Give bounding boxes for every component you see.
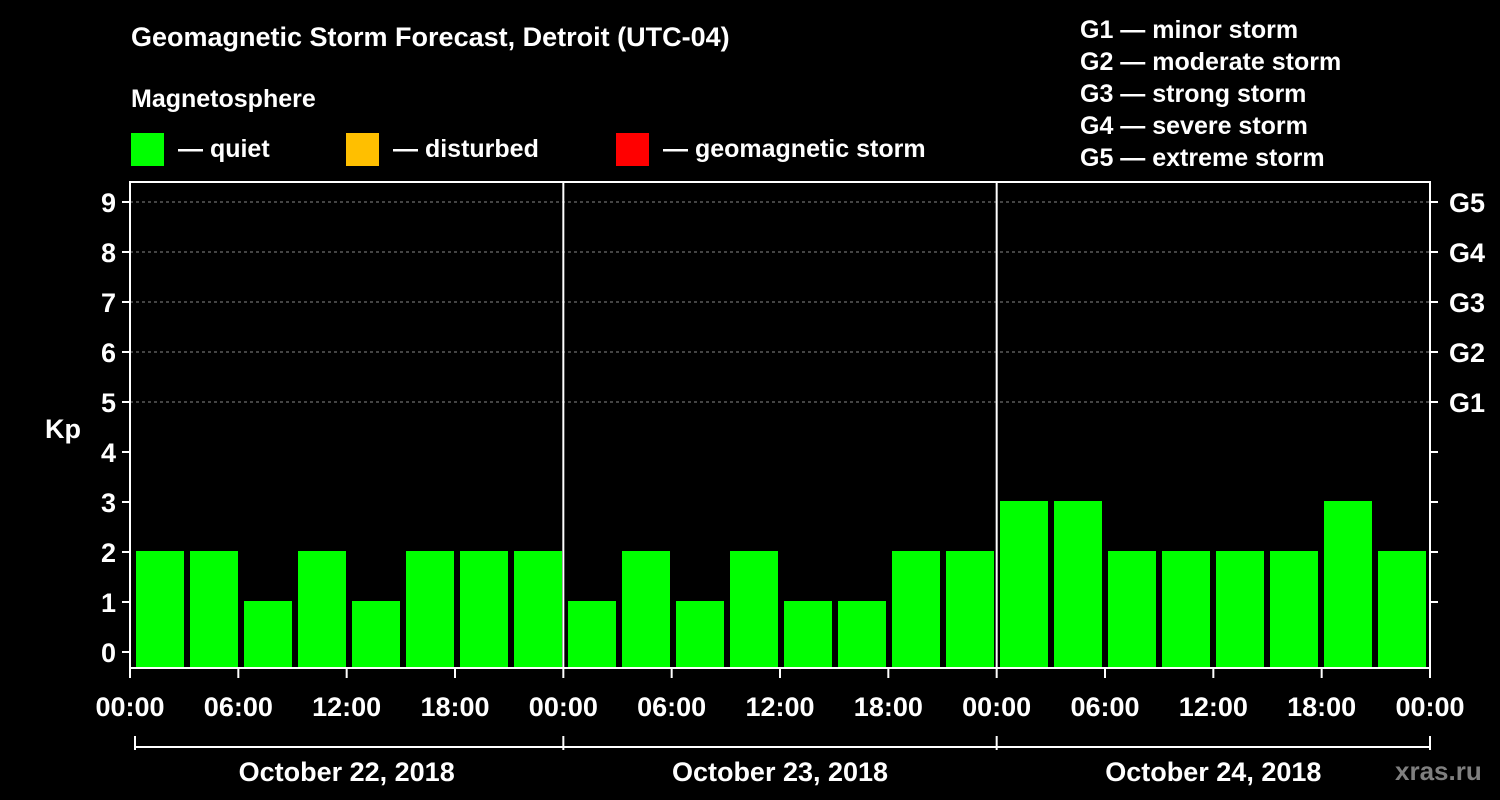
x-tick-label: 18:00	[854, 692, 923, 722]
kp-bar	[514, 551, 562, 668]
y-tick-label: 7	[101, 288, 116, 318]
kp-bar	[136, 551, 184, 668]
y-tick-label: 0	[101, 638, 116, 668]
x-tick-label: 06:00	[637, 692, 706, 722]
chart-title: Geomagnetic Storm Forecast, Detroit (UTC…	[131, 22, 730, 52]
y-tick-label: 4	[101, 438, 116, 468]
kp-bar	[676, 601, 724, 668]
x-tick-label: 00:00	[962, 692, 1031, 722]
kp-bar	[1054, 501, 1102, 668]
legend-swatch-quiet	[131, 133, 164, 166]
g-level-label: G4	[1449, 238, 1485, 268]
x-tick-label: 18:00	[420, 692, 489, 722]
kp-bar	[946, 551, 994, 668]
x-tick-label: 12:00	[1179, 692, 1248, 722]
y-tick-label: 1	[101, 588, 116, 618]
day-label: October 24, 2018	[1105, 757, 1321, 787]
kp-bar	[1108, 551, 1156, 668]
legend-title: Magnetosphere	[131, 85, 316, 113]
y-tick-label: 5	[101, 388, 116, 418]
g-level-label: G1	[1449, 388, 1485, 418]
y-tick-label: 3	[101, 488, 116, 518]
legend-label-disturbed: — disturbed	[393, 135, 539, 163]
y-tick-label: 8	[101, 238, 116, 268]
y-tick-label: 2	[101, 538, 116, 568]
kp-bar	[730, 551, 778, 668]
y-axis-label: Kp	[45, 414, 81, 444]
kp-bar	[1216, 551, 1264, 668]
x-tick-label: 00:00	[529, 692, 598, 722]
legend-swatch-storm	[616, 133, 649, 166]
kp-bar	[460, 551, 508, 668]
g-scale-g5: G5 — extreme storm	[1080, 144, 1325, 172]
x-tick-label: 06:00	[204, 692, 273, 722]
x-tick-label: 12:00	[312, 692, 381, 722]
kp-bar	[838, 601, 886, 668]
legend-item-storm: — geomagnetic storm	[616, 132, 926, 167]
kp-bar	[784, 601, 832, 668]
g-scale-g4: G4 — severe storm	[1080, 112, 1308, 140]
kp-bar	[1162, 551, 1210, 668]
kp-bar	[1270, 551, 1318, 668]
legend-swatch-disturbed	[346, 133, 379, 166]
kp-bar	[1378, 551, 1426, 668]
g-scale-legend: G1 — minor storm G2 — moderate storm G3 …	[1080, 14, 1341, 174]
kp-bar	[352, 601, 400, 668]
g-level-label: G3	[1449, 288, 1485, 318]
y-tick-label: 6	[101, 338, 116, 368]
y-tick-label: 9	[101, 188, 116, 218]
kp-bar	[190, 551, 238, 668]
x-tick-label: 06:00	[1070, 692, 1139, 722]
legend-item-quiet: — quiet	[131, 132, 270, 167]
kp-bar	[244, 601, 292, 668]
day-label: October 22, 2018	[239, 757, 455, 787]
g-scale-g1: G1 — minor storm	[1080, 16, 1299, 44]
g-level-label: G5	[1449, 188, 1485, 218]
day-label: October 23, 2018	[672, 757, 888, 787]
g-level-label: G2	[1449, 338, 1485, 368]
legend-item-disturbed: — disturbed	[346, 132, 539, 167]
legend-label-quiet: — quiet	[178, 135, 270, 163]
kp-bar	[568, 601, 616, 668]
kp-bar	[1324, 501, 1372, 668]
x-tick-label: 00:00	[1395, 692, 1464, 722]
g-scale-g3: G3 — strong storm	[1080, 80, 1307, 108]
g-scale-g2: G2 — moderate storm	[1080, 48, 1342, 76]
kp-bar	[298, 551, 346, 668]
kp-bar	[406, 551, 454, 668]
x-tick-label: 00:00	[95, 692, 164, 722]
kp-bar	[622, 551, 670, 668]
x-tick-label: 18:00	[1287, 692, 1356, 722]
kp-bar	[892, 551, 940, 668]
legend-label-storm: — geomagnetic storm	[663, 135, 926, 163]
x-tick-label: 12:00	[745, 692, 814, 722]
watermark: xras.ru	[1395, 756, 1482, 786]
kp-bar	[1000, 501, 1048, 668]
